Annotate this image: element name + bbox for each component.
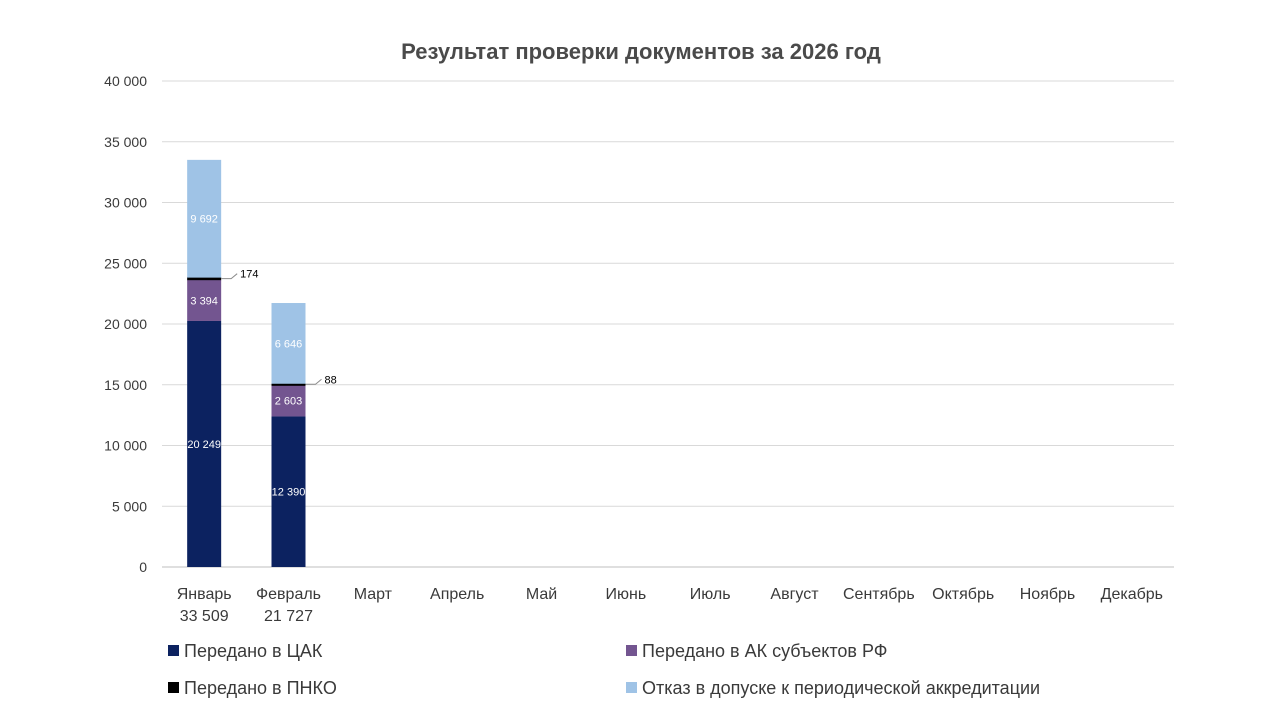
- legend-swatch: [626, 645, 637, 656]
- category-total-label: 21 727: [264, 608, 313, 625]
- bar-segment: [187, 277, 222, 281]
- grid-lines: [162, 80, 1174, 568]
- data-label: 20 249: [187, 439, 221, 451]
- x-axis: Январь 33 509 Февраль 21 727 Март Апрель Май Ию…: [177, 586, 1163, 625]
- y-tick-label: 10 000: [104, 438, 147, 454]
- x-tick-label: Ноябрь: [1020, 586, 1076, 603]
- y-tick-label: 35 000: [104, 134, 147, 150]
- y-tick-label: 30 000: [104, 195, 147, 211]
- callout-line: [305, 378, 322, 385]
- y-axis: 0 5 000 10 000 15 000 20 000 25 000 30 000 35 0…: [104, 73, 147, 575]
- category-total-label: 33 509: [180, 608, 229, 625]
- x-tick-label: Март: [354, 586, 393, 603]
- bar-segment: [187, 279, 222, 321]
- x-tick-label: Июнь: [605, 586, 646, 603]
- x-tick-label: Май: [526, 586, 557, 603]
- chart-title: Результат проверки документов за 2026 го…: [401, 39, 881, 64]
- bars: 20 249 3 394 174 9 692 12 390 2 603 88 6 646: [187, 159, 337, 567]
- bar-segment: [187, 320, 222, 567]
- callout-line: [221, 273, 238, 280]
- legend: Передано в ЦАК Передано в АК субъектов РФ…: [168, 641, 1040, 698]
- y-tick-label: 15 000: [104, 377, 147, 393]
- data-label: 6 646: [275, 338, 303, 350]
- y-tick-label: 5 000: [112, 498, 147, 514]
- x-tick-label: Январь: [177, 586, 232, 603]
- bar-segment: [271, 303, 306, 384]
- legend-entry: Передано в ЦАК: [184, 641, 323, 661]
- data-label: 88: [325, 374, 337, 386]
- legend-swatch: [168, 645, 179, 656]
- x-tick-label: Июль: [690, 586, 731, 603]
- x-tick-label: Февраль: [256, 586, 321, 603]
- legend-entry: Отказ в допуске к периодической аккредит…: [642, 678, 1040, 698]
- y-tick-label: 40 000: [104, 73, 147, 89]
- x-tick-label: Сентябрь: [843, 586, 915, 603]
- data-label: 9 692: [190, 214, 218, 226]
- data-label: 174: [240, 269, 258, 281]
- y-tick-label: 25 000: [104, 255, 147, 271]
- x-tick-label: Апрель: [430, 586, 484, 603]
- legend-swatch: [168, 682, 179, 693]
- y-tick-label: 0: [139, 559, 147, 575]
- legend-entry: Передано в АК субъектов РФ: [642, 641, 887, 661]
- bar-segment: [271, 382, 306, 386]
- data-label: 12 390: [272, 487, 306, 499]
- bar-segment: [271, 384, 306, 417]
- bar-segment: [187, 159, 222, 278]
- bar-segment: [271, 416, 306, 567]
- y-tick-label: 20 000: [104, 316, 147, 332]
- legend-swatch: [626, 682, 637, 693]
- data-label: 3 394: [190, 295, 218, 307]
- x-tick-label: Октябрь: [932, 586, 994, 603]
- legend-entry: Передано в ПНКО: [184, 678, 337, 698]
- x-tick-label: Декабрь: [1101, 586, 1163, 603]
- x-tick-label: Август: [770, 586, 819, 603]
- data-label: 2 603: [275, 396, 303, 408]
